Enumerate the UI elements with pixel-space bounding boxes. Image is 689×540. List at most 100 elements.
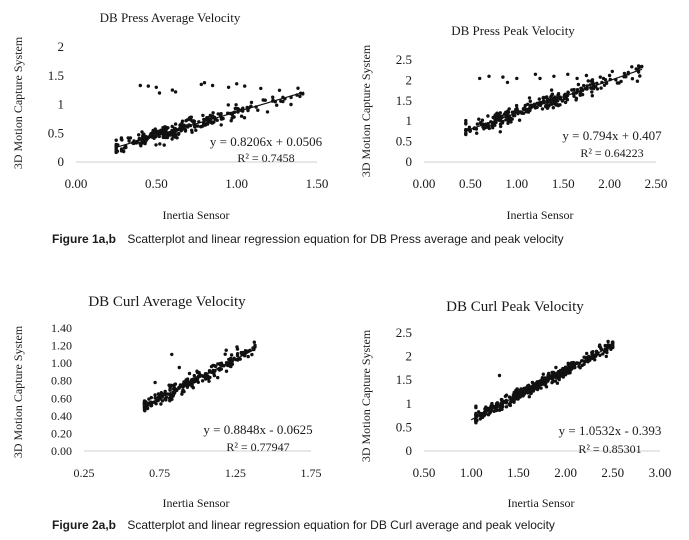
scatter-point	[119, 137, 124, 141]
scatter-point	[541, 96, 545, 100]
y-tick-label: 1.40	[51, 321, 72, 335]
scatter-point	[167, 383, 171, 387]
scatter-point	[556, 99, 560, 103]
scatter-point	[153, 393, 157, 397]
scatter-point	[560, 99, 565, 103]
scatter-point	[153, 380, 157, 385]
y-tick-label: 1	[406, 113, 413, 128]
scatter-point	[235, 82, 239, 86]
chart-title: DB Curl Peak Velocity	[446, 299, 584, 315]
x-tick-label: 1.00	[460, 465, 483, 480]
x-tick-label: 2.50	[645, 176, 668, 191]
scatter-point	[622, 71, 627, 76]
y-tick-label: 1.00	[51, 356, 72, 370]
scatter-point	[607, 73, 612, 78]
scatter-point	[164, 395, 169, 399]
y-tick-label: 0.5	[48, 125, 64, 140]
y-tick-label: 1	[406, 396, 413, 411]
scatter-point	[249, 100, 254, 105]
scatter-point	[487, 74, 491, 79]
scatter-point	[160, 399, 165, 403]
x-tick-label: 2.50	[601, 465, 624, 480]
scatter-point	[513, 390, 518, 395]
scatter-point	[533, 72, 538, 77]
scatter-point	[501, 404, 505, 409]
y-tick-label: 1.20	[51, 339, 72, 353]
scatter-point	[140, 130, 144, 134]
y-tick-label: 0.80	[51, 374, 72, 388]
scatter-point	[234, 103, 238, 107]
scatter-point	[464, 132, 468, 137]
scatter-point	[215, 118, 219, 123]
scatter-point	[480, 118, 485, 122]
chart-db-press-average: DB Press Average Velocity 3D Motion Capt…	[11, 10, 328, 222]
y-tick-label: 2.5	[396, 325, 412, 340]
scatter-point	[588, 83, 592, 87]
scatter-point	[598, 75, 602, 79]
scatter-points	[142, 340, 257, 413]
x-tick-label: 0.50	[413, 465, 436, 480]
scatter-point	[224, 348, 228, 352]
scatter-point	[241, 350, 245, 355]
scatter-point	[192, 373, 196, 378]
scatter-point	[210, 83, 215, 88]
scatter-point	[504, 112, 508, 116]
scatter-point	[499, 397, 504, 402]
x-tick-label: 0.50	[459, 176, 482, 191]
scatter-point	[638, 74, 642, 78]
scatter-point	[594, 349, 599, 354]
scatter-point	[173, 382, 178, 386]
regression-trendline	[115, 91, 305, 148]
scatter-point	[586, 79, 590, 83]
x-tick-label: 0.00	[65, 176, 88, 191]
scatter-point	[256, 108, 260, 112]
x-tick-label: 1.50	[306, 176, 329, 191]
scatter-point	[563, 96, 567, 101]
scatter-point	[178, 123, 182, 128]
r-squared-label: R² = 0.64223	[580, 146, 643, 160]
scatter-point	[580, 363, 584, 368]
scatter-point	[173, 135, 177, 139]
chart-db-curl-average: DB Curl Average Velocity 3D Motion Captu…	[11, 294, 322, 510]
scatter-point	[154, 131, 158, 135]
scatter-point	[223, 352, 227, 356]
scatter-point	[527, 96, 532, 100]
scatter-point	[159, 402, 163, 406]
scatter-point	[535, 380, 539, 384]
scatter-point	[205, 116, 209, 120]
scatter-point	[576, 82, 581, 87]
scatter-point	[126, 136, 130, 140]
scatter-point	[119, 147, 124, 151]
scatter-point	[171, 387, 176, 391]
scatter-point	[610, 69, 614, 74]
scatter-point	[219, 367, 223, 371]
scatter-point	[194, 128, 198, 132]
scatter-point	[196, 380, 200, 384]
scatter-point	[486, 413, 491, 417]
scatter-point	[201, 113, 205, 118]
scatter-point	[246, 354, 250, 359]
x-tick-label: 1.50	[507, 465, 530, 480]
scatter-point	[510, 110, 515, 114]
scatter-point	[498, 130, 502, 134]
scatter-point	[584, 73, 589, 78]
scatter-point	[566, 371, 570, 375]
scatter-point	[485, 406, 490, 411]
scatter-point	[250, 352, 254, 357]
scatter-point	[219, 117, 224, 121]
scatter-point	[578, 366, 582, 370]
scatter-point	[590, 90, 594, 94]
scatter-point	[190, 378, 194, 382]
scatter-point	[549, 88, 554, 92]
scatter-point	[475, 122, 480, 126]
figure-1-caption: Figure 1a,b Scatterplot and linear regre…	[52, 232, 564, 246]
scatter-point	[219, 123, 223, 127]
scatter-point	[191, 119, 196, 123]
scatter-point	[561, 374, 565, 378]
scatter-point	[556, 94, 560, 99]
scatter-point	[205, 122, 210, 126]
axis-ticks: 0.25 0.75 1.25 1.75 0.00 0.20 0.40 0.60 0.80 1.00…	[51, 321, 322, 480]
figure-2-caption-text: Scatterplot and linear regression equati…	[127, 518, 555, 532]
scatter-point	[122, 149, 126, 154]
scatter-point	[173, 122, 178, 126]
